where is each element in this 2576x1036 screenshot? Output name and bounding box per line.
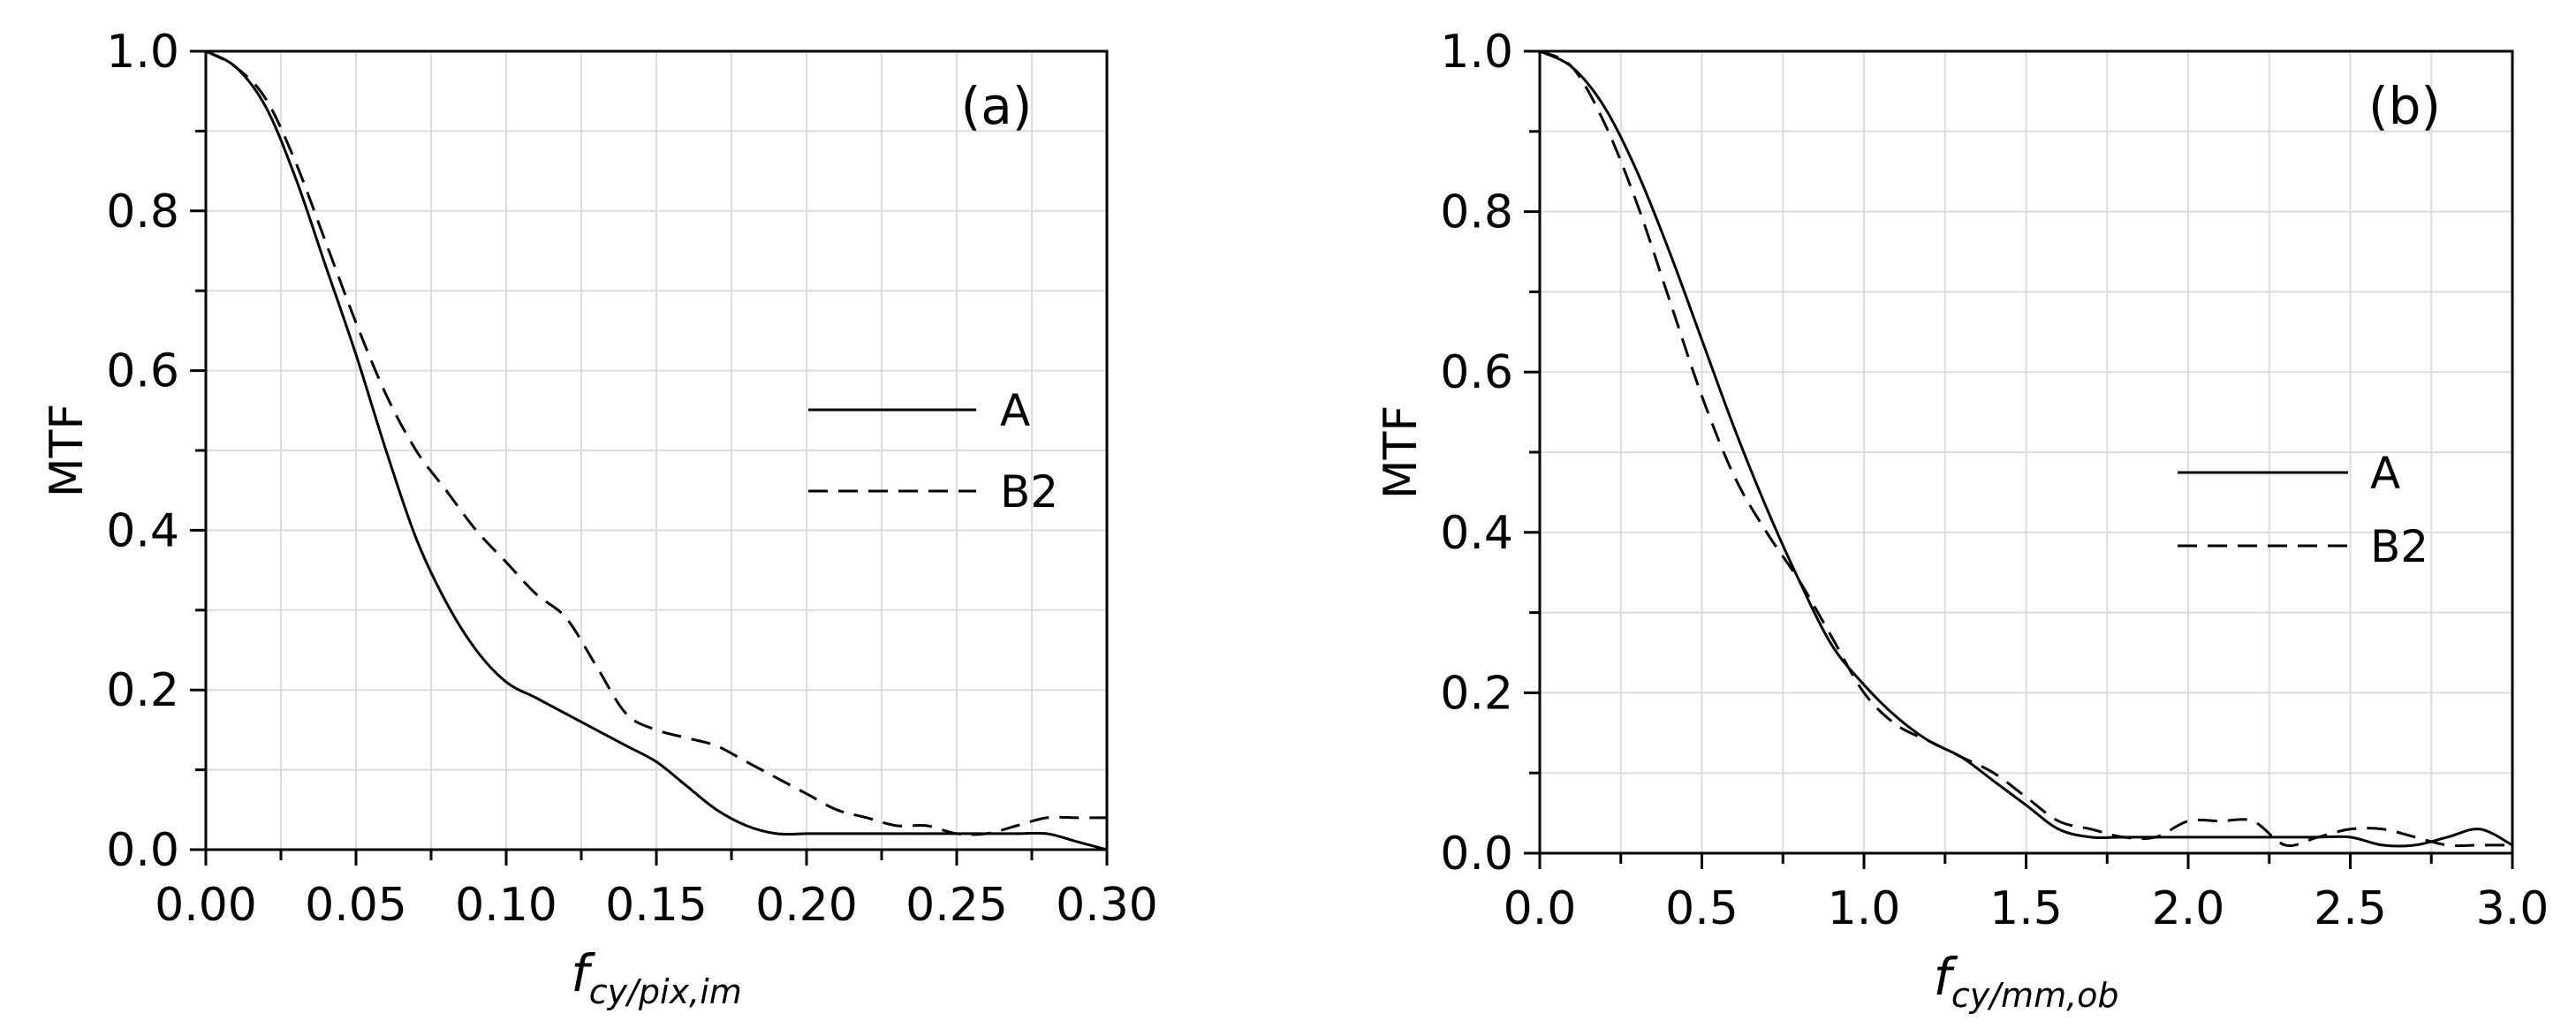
legend-label-b2: B2 <box>1000 466 1058 518</box>
legend: A B2 <box>2178 448 2428 572</box>
x-tick-label: 0.10 <box>455 879 557 932</box>
x-tick-label: 0.05 <box>305 879 407 932</box>
x-axis-title-subscript: cy/pix,im <box>589 972 742 1011</box>
y-tick-label: 0.8 <box>1440 186 1513 239</box>
y-tick-label: 0.0 <box>1440 828 1513 881</box>
y-tick-label: 0.4 <box>106 504 179 557</box>
x-tick-label: 1.0 <box>1828 882 1901 935</box>
series-line-b2 <box>1540 49 2512 848</box>
x-axis-title-subscript: cy/mm,ob <box>1951 976 2119 1015</box>
y-tick-label: 0.6 <box>106 345 179 398</box>
x-tick-label: 0.5 <box>1665 882 1739 935</box>
y-tick-label: 0.6 <box>1440 346 1513 399</box>
y-axis-title: MTF <box>41 404 94 498</box>
series-line-a <box>1540 49 2512 848</box>
grid <box>1540 51 2512 853</box>
y-tick-label: 0.0 <box>106 824 179 877</box>
legend: A B2 <box>808 385 1058 518</box>
x-tick-label: 1.5 <box>1989 882 2063 935</box>
x-tick-label: 0.00 <box>155 879 257 932</box>
y-tick-label: 0.2 <box>106 664 179 717</box>
y-tick-label: 0.4 <box>1440 507 1513 560</box>
legend-label-a: A <box>1000 385 1030 436</box>
y-tick-label: 1.0 <box>1440 26 1513 79</box>
grid <box>206 51 1107 850</box>
x-tick-label: 2.0 <box>2152 882 2225 935</box>
x-tick-label: 0.20 <box>755 879 858 932</box>
panel-label: (a) <box>961 76 1033 136</box>
x-axis-title: fcy/pix,im <box>571 943 741 1011</box>
y-tick-label: 0.2 <box>1440 667 1513 720</box>
tick-marks <box>190 49 1109 866</box>
tick-marks <box>1524 49 2514 869</box>
x-axis-title: fcy/mm,ob <box>1933 947 2118 1015</box>
x-tick-label: 2.5 <box>2314 882 2387 935</box>
y-tick-label: 1.0 <box>106 26 179 79</box>
x-tick-label: 0.0 <box>1504 882 1577 935</box>
legend-label-b2: B2 <box>2370 521 2428 572</box>
x-tick-label: 0.25 <box>905 879 1008 932</box>
legend-label-a: A <box>2370 448 2400 499</box>
x-tick-label: 0.30 <box>1056 879 1158 932</box>
x-tick-label: 3.0 <box>2476 882 2549 935</box>
chart-panel-a: 0.00 0.05 0.10 0.15 0.20 0.25 0.30 0.0 0.2 0.4 0.6… <box>41 26 1158 1011</box>
y-tick-label: 0.8 <box>106 185 179 238</box>
series-line-b2 <box>206 49 1107 836</box>
y-axis-title: MTF <box>1375 405 1428 500</box>
chart-panel-b: 0.0 0.5 1.0 1.5 2.0 2.5 3.0 0.0 0.2 0.4 0.6 0.8 1.0 M… <box>1375 26 2549 1015</box>
panel-label: (b) <box>2368 76 2441 136</box>
x-tick-label: 0.15 <box>605 879 708 932</box>
